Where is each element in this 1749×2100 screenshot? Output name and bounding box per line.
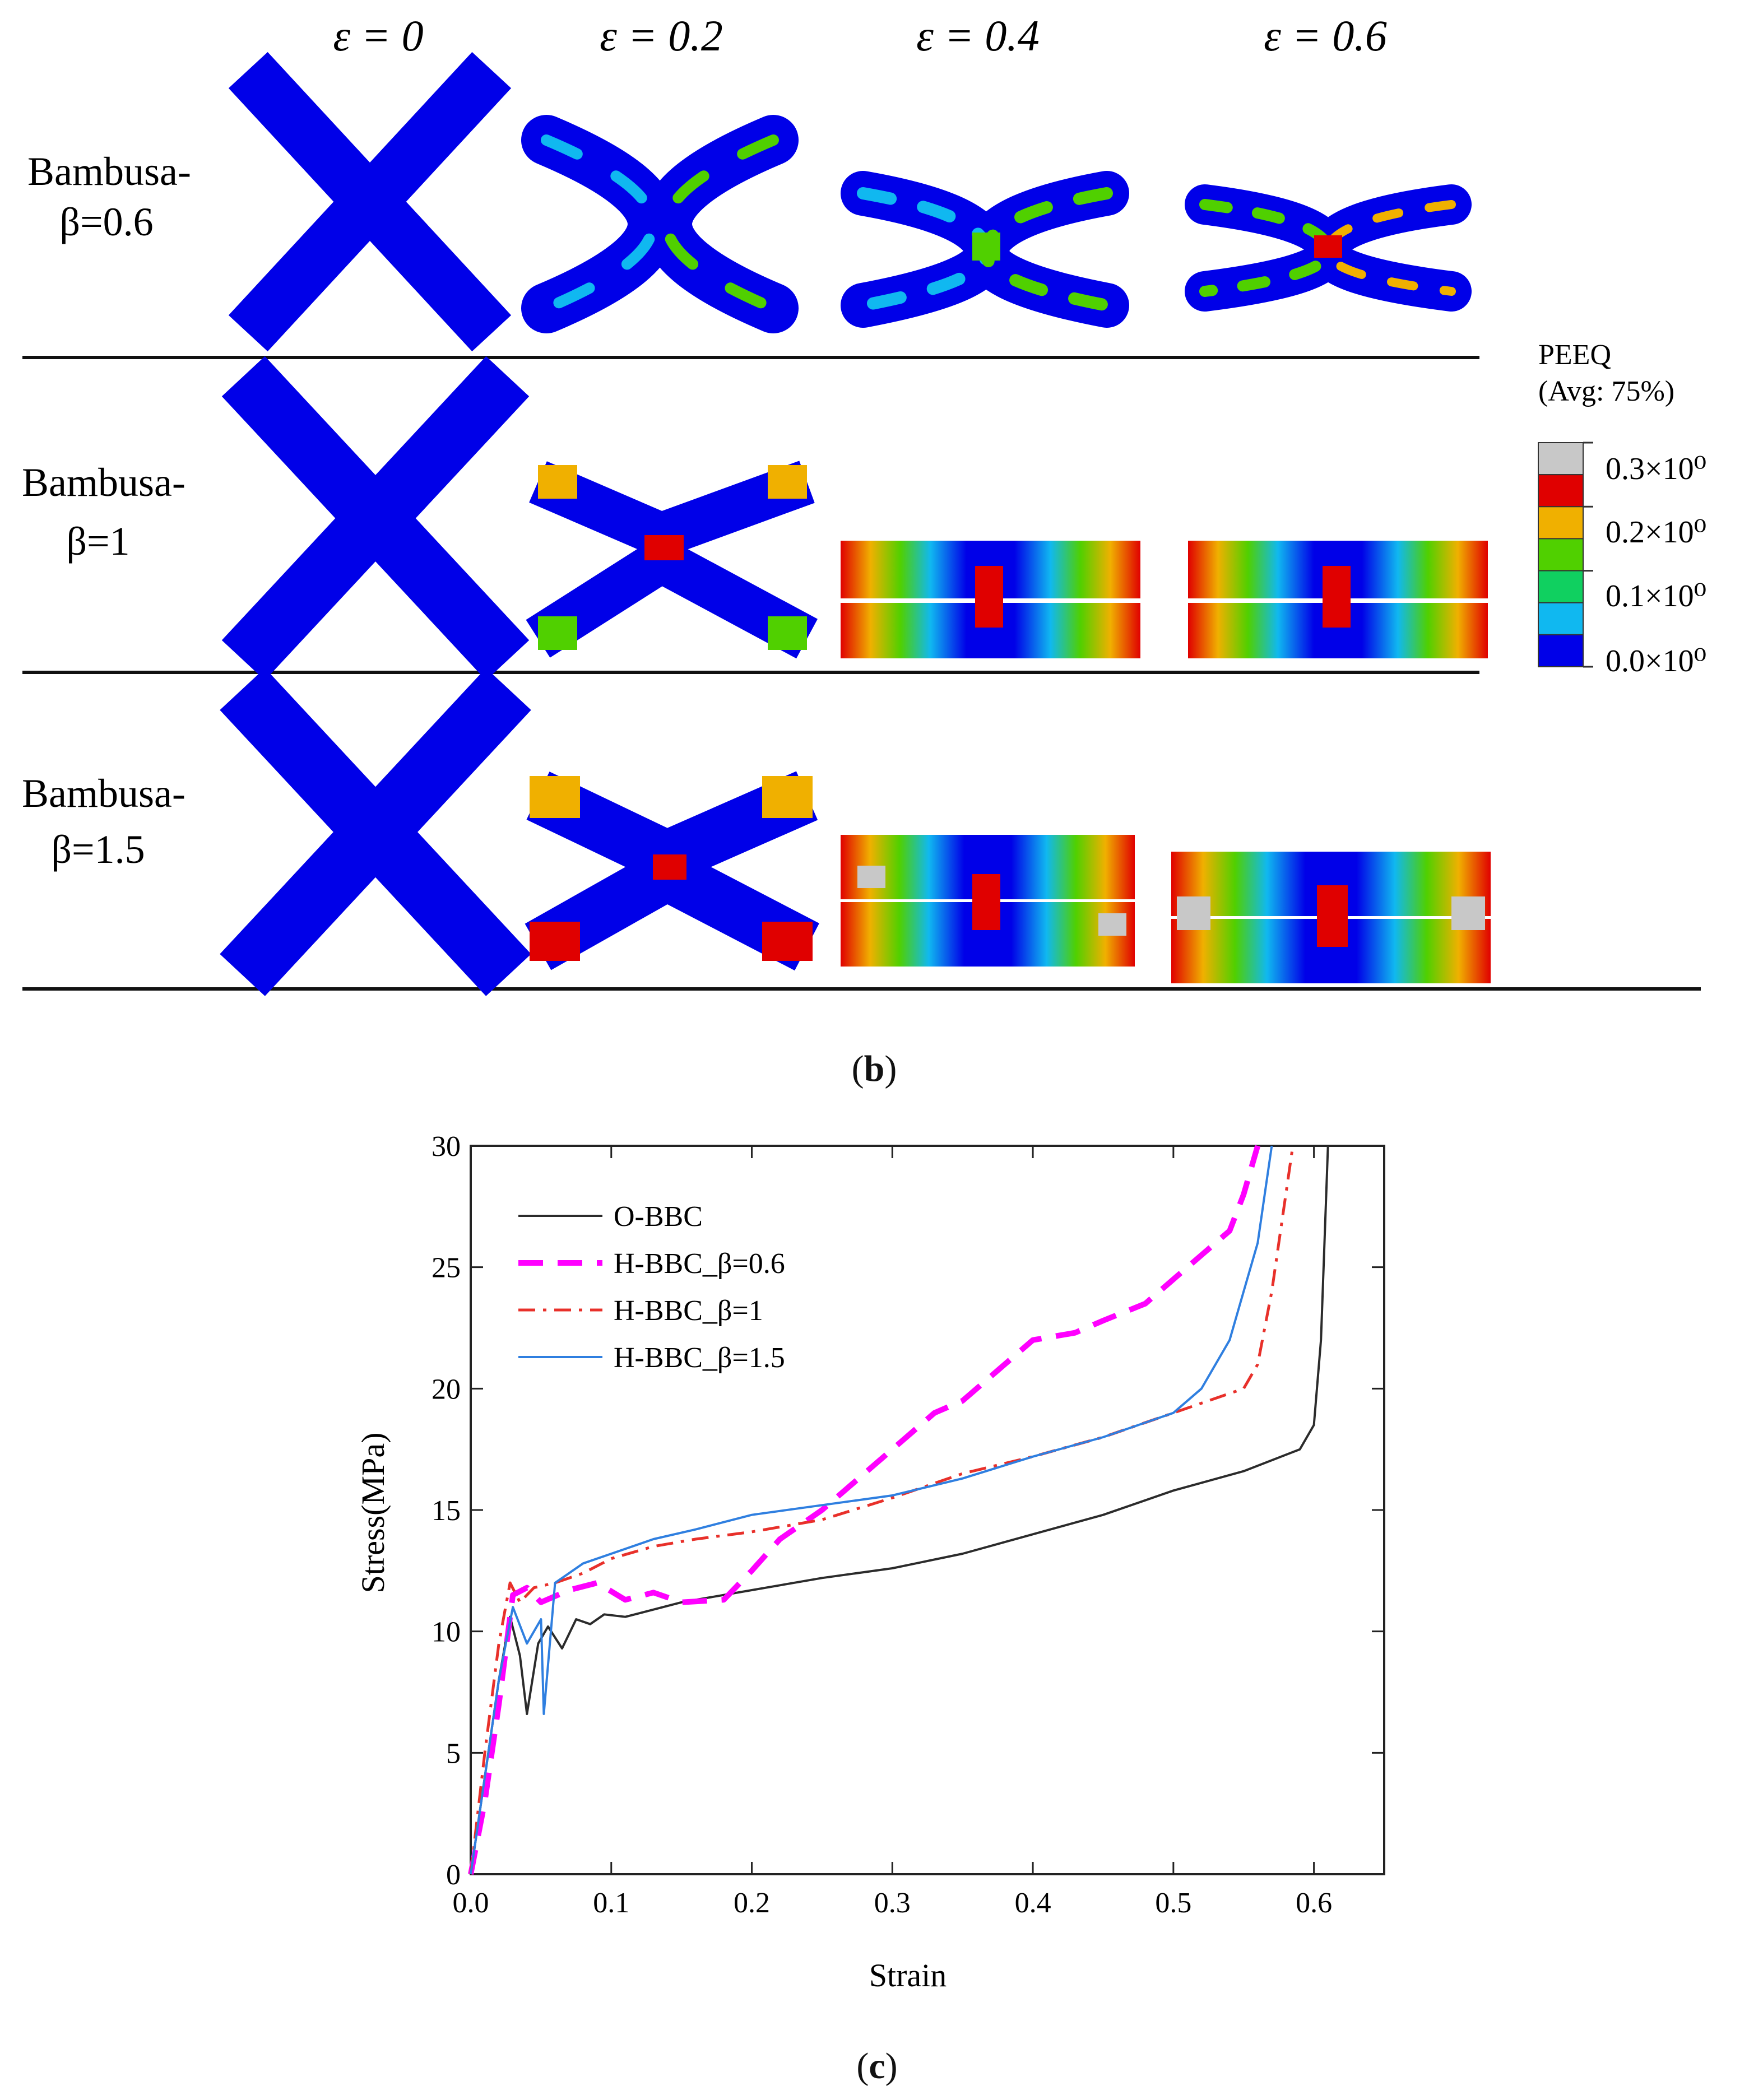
row-label-2-line2: β=1.5 — [51, 827, 145, 872]
legend-swatch-3 — [1538, 538, 1584, 572]
fe-cell-beta1-strain0.2 — [526, 461, 818, 659]
x-tick-label: 0.6 — [1296, 1887, 1332, 1919]
legend-tick-0.0: 0.0×10⁰ — [1606, 644, 1706, 679]
legend-swatch-6 — [1538, 634, 1584, 668]
fe-cell-beta1.5-strain0.4 — [841, 835, 1135, 967]
legend-swatch-0 — [1538, 442, 1584, 476]
legend-swatch-2 — [1538, 506, 1584, 540]
x-tick-label: 0.4 — [1015, 1887, 1051, 1919]
column-header-strain-0: ε = 0 — [333, 11, 423, 60]
fe-cell-beta0.6-strain0.2 — [521, 115, 799, 333]
legend-title-line2: (Avg: 75%) — [1538, 375, 1674, 407]
chart-legend: O-BBC H-BBC_β=0.6 H-BBC_β=1 H-BBC_β=1.5 — [518, 1201, 785, 1374]
series-line-1 — [468, 1145, 1261, 1875]
legend-swatch-4 — [1538, 570, 1584, 603]
y-tick-label: 10 — [432, 1616, 461, 1648]
legend-tick-0.2: 0.2×10⁰ — [1606, 515, 1706, 550]
series-line-2 — [469, 1145, 1295, 1875]
row-label-2-line1: Bambusa- — [22, 771, 185, 816]
row-label-1-line2: β=1 — [66, 519, 129, 564]
fe-cell-beta1-strain0.6 — [1188, 541, 1488, 658]
peeq-legend: PEEQ (Avg: 75%) 0.3×10⁰ 0.2×10⁰ 0.1×10⁰ … — [1538, 339, 1706, 679]
row-label-1-line1: Bambusa- — [22, 460, 185, 505]
legend-colorbar — [1538, 442, 1593, 668]
fe-cell-beta1.5-strain0 — [220, 668, 531, 996]
legend-entry-1: H-BBC_β=0.6 — [614, 1248, 785, 1280]
figure-panel-c-stress-strain-chart: 0.0 0.1 0.2 0.3 0.4 0.5 0.6 0 5 10 15 20 25 30 O-BBC H… — [355, 1131, 1385, 1994]
x-tick-label: 0.3 — [874, 1887, 911, 1919]
y-axis-label: Stress(MPa) — [355, 1433, 391, 1593]
caption-c: (c) — [856, 2046, 898, 2087]
x-tick-label: 0.0 — [453, 1887, 489, 1919]
y-tick-label: 0 — [446, 1859, 461, 1891]
fe-cell-beta0.6-strain0.4 — [841, 171, 1129, 328]
x-tick-label: 0.5 — [1155, 1887, 1191, 1919]
column-header-strain-0.6: ε = 0.6 — [1264, 11, 1387, 60]
fe-cell-beta1-strain0.4 — [841, 541, 1140, 658]
chart-series — [468, 1145, 1329, 1875]
legend-tick-0.1: 0.1×10⁰ — [1606, 579, 1706, 614]
series-line-0 — [470, 1145, 1329, 1875]
row-label-0-line2: β=0.6 — [59, 199, 153, 244]
fe-cell-beta1.5-strain0.2 — [525, 771, 819, 971]
column-header-strain-0.2: ε = 0.2 — [600, 11, 723, 60]
chart-frame-border — [470, 1145, 1385, 1875]
column-header-strain-0.4: ε = 0.4 — [916, 11, 1040, 60]
x-tick-label: 0.1 — [593, 1887, 629, 1919]
legend-swatch-5 — [1538, 602, 1584, 635]
caption-b: (b) — [851, 1048, 897, 1089]
chart-axis-ticks: 0.0 0.1 0.2 0.3 0.4 0.5 0.6 0 5 10 15 20 25 30 — [432, 1131, 1384, 1919]
fe-cell-beta1-strain0 — [221, 356, 530, 681]
legend-entry-2: H-BBC_β=1 — [614, 1295, 763, 1327]
y-tick-label: 20 — [432, 1373, 461, 1405]
row-label-0-line1: Bambusa- — [27, 149, 191, 194]
legend-tick-0.3: 0.3×10⁰ — [1606, 452, 1706, 486]
legend-title-line1: PEEQ — [1538, 339, 1611, 371]
fe-cell-beta0.6-strain0 — [228, 52, 512, 352]
legend-entry-0: O-BBC — [614, 1201, 703, 1233]
y-tick-label: 25 — [432, 1252, 461, 1284]
series-line-3 — [470, 1145, 1273, 1875]
y-tick-label: 30 — [432, 1131, 461, 1163]
y-tick-label: 15 — [432, 1495, 461, 1527]
y-tick-label: 5 — [446, 1737, 461, 1769]
figure-panel-b: ε = 0 ε = 0.2 ε = 0.4 ε = 0.6 Bambusa- β… — [22, 11, 1706, 996]
x-axis-label: Strain — [869, 1957, 947, 1994]
fe-cell-beta1.5-strain0.6 — [1171, 852, 1491, 983]
x-tick-label: 0.2 — [734, 1887, 770, 1919]
fe-cell-beta0.6-strain0.6 — [1185, 184, 1472, 312]
chart-plot-area — [470, 1145, 1385, 1875]
legend-entry-3: H-BBC_β=1.5 — [614, 1342, 785, 1374]
legend-swatch-1 — [1538, 474, 1584, 508]
